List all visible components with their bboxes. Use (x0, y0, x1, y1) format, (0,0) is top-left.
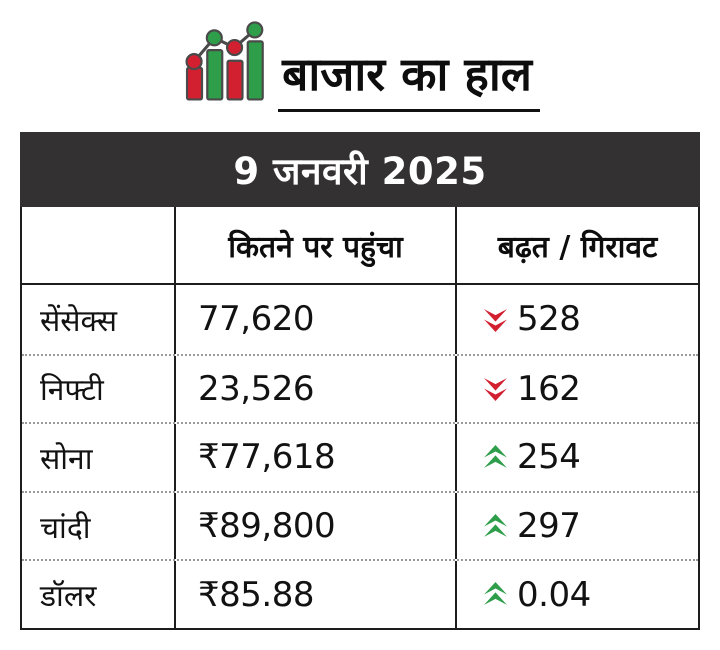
table-header-row: कितने पर पहुंचा बढ़त / गिरावट (22, 207, 698, 285)
market-table: कितने पर पहुंचा बढ़त / गिरावट सेंसेक्स 7… (20, 207, 700, 630)
row-value: ₹89,800 (174, 492, 455, 560)
market-bar-chart-logo-icon (180, 20, 268, 112)
change-value: 0.04 (517, 574, 591, 615)
row-value: 77,620 (174, 285, 455, 354)
change-direction-icon (483, 582, 508, 607)
table-row-nifty: निफ्टी 23,526 162 (22, 353, 698, 423)
row-label: निफ्टी (40, 373, 104, 409)
row-change: 162 (455, 355, 698, 423)
row-label: डॉलर (40, 579, 97, 615)
row-change: 528 (455, 285, 698, 354)
change-value: 254 (517, 437, 581, 478)
masthead: बाजार का हाल (0, 20, 720, 112)
date-text: 9 जनवरी 2025 (233, 150, 487, 193)
row-value: 23,526 (174, 355, 455, 423)
row-label: सोना (40, 441, 93, 477)
page-title: बाजार का हाल (278, 51, 540, 112)
row-value: ₹77,618 (174, 424, 455, 491)
change-value: 162 (517, 368, 581, 409)
row-value: ₹85.88 (174, 561, 455, 628)
row-change: 254 (455, 424, 698, 491)
row-change: 297 (455, 492, 698, 560)
change-value: 528 (517, 299, 581, 340)
table-row-sensex: सेंसेक्स 77,620 528 (22, 285, 698, 354)
row-label: सेंसेक्स (40, 303, 118, 339)
change-direction-icon (483, 513, 508, 539)
header-cell-change: बढ़त / गिरावट (455, 207, 698, 283)
change-direction-icon (483, 376, 508, 402)
change-value: 297 (517, 506, 581, 547)
table-row-dollar: डॉलर ₹85.88 0.04 (22, 559, 698, 628)
row-change: 0.04 (455, 561, 698, 628)
table-row-silver: चांदी ₹89,800 297 (22, 490, 698, 560)
row-label: चांदी (40, 510, 91, 546)
change-direction-icon (483, 444, 508, 470)
change-direction-icon (483, 307, 508, 332)
table-row-gold: सोना ₹77,618 254 (22, 422, 698, 491)
date-bar: 9 जनवरी 2025 (20, 132, 700, 207)
header-cell-empty (22, 207, 174, 283)
header-cell-value: कितने पर पहुंचा (174, 207, 455, 283)
